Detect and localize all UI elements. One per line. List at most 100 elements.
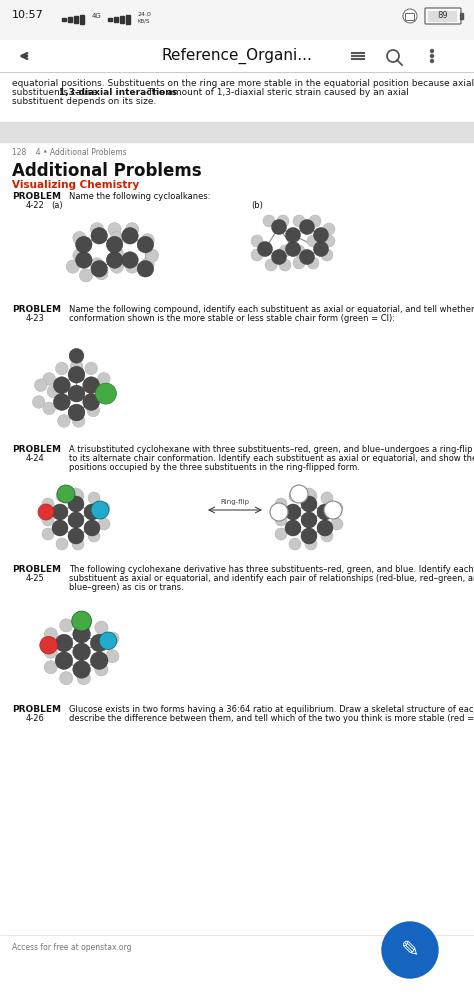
Circle shape	[285, 504, 301, 520]
Circle shape	[126, 260, 139, 273]
Text: describe the difference between them, and tell which of the two you think is mor: describe the difference between them, an…	[69, 714, 474, 723]
Circle shape	[55, 362, 68, 375]
Circle shape	[106, 650, 119, 663]
Text: ✎: ✎	[401, 940, 419, 960]
Circle shape	[331, 518, 343, 530]
Circle shape	[317, 504, 333, 520]
Circle shape	[430, 49, 434, 52]
Text: Additional Problems: Additional Problems	[12, 162, 201, 180]
Circle shape	[73, 625, 91, 643]
Circle shape	[265, 259, 277, 271]
Text: 128    4 • Additional Problems: 128 4 • Additional Problems	[12, 148, 127, 157]
Circle shape	[279, 245, 291, 257]
Circle shape	[300, 249, 315, 264]
Text: PROBLEM: PROBLEM	[12, 445, 61, 454]
Circle shape	[68, 512, 84, 528]
Circle shape	[60, 672, 73, 685]
Circle shape	[301, 512, 317, 528]
Circle shape	[99, 632, 117, 650]
Text: 24.0: 24.0	[138, 12, 152, 17]
Circle shape	[52, 504, 68, 520]
Circle shape	[70, 360, 83, 373]
Text: 89: 89	[438, 11, 448, 20]
Circle shape	[106, 252, 123, 268]
Circle shape	[272, 220, 286, 234]
Circle shape	[279, 259, 291, 271]
Circle shape	[321, 530, 333, 542]
Circle shape	[88, 530, 100, 542]
Circle shape	[430, 54, 434, 57]
Circle shape	[73, 231, 86, 245]
Text: 10:57: 10:57	[12, 10, 44, 20]
Circle shape	[300, 220, 315, 234]
Circle shape	[285, 241, 301, 256]
Circle shape	[32, 396, 45, 408]
Circle shape	[42, 498, 54, 510]
Circle shape	[43, 373, 55, 385]
Circle shape	[293, 215, 305, 227]
Circle shape	[44, 645, 57, 658]
Circle shape	[251, 235, 263, 247]
Text: The following cyclohexane derivative has three substituents–red, green, and blue: The following cyclohexane derivative has…	[69, 565, 474, 574]
Text: conformation shown is the more stable or less stable chair form (green = Cl):: conformation shown is the more stable or…	[69, 314, 395, 323]
Circle shape	[91, 258, 104, 271]
Circle shape	[403, 9, 417, 23]
Circle shape	[387, 50, 399, 62]
Circle shape	[141, 258, 154, 271]
Bar	[120, 16, 124, 23]
Circle shape	[42, 514, 54, 526]
Circle shape	[251, 249, 263, 261]
Circle shape	[324, 501, 342, 519]
Circle shape	[91, 501, 109, 519]
Circle shape	[137, 236, 154, 253]
Bar	[460, 13, 463, 19]
Text: 4-26: 4-26	[26, 714, 45, 723]
Bar	[74, 16, 78, 23]
Circle shape	[98, 389, 110, 402]
Circle shape	[77, 672, 91, 685]
Circle shape	[70, 488, 82, 500]
Circle shape	[68, 366, 85, 383]
Bar	[108, 18, 112, 21]
Circle shape	[277, 215, 289, 227]
Circle shape	[313, 228, 328, 242]
Circle shape	[106, 632, 119, 645]
Circle shape	[317, 520, 333, 536]
FancyBboxPatch shape	[425, 8, 461, 24]
Bar	[80, 15, 84, 24]
Bar	[0, 40, 474, 72]
Text: equatorial positions. Substituents on the ring are more stable in the equatorial: equatorial positions. Substituents on th…	[12, 79, 474, 88]
Circle shape	[68, 404, 85, 421]
Circle shape	[301, 528, 317, 544]
Circle shape	[68, 496, 84, 512]
Text: (a): (a)	[51, 201, 63, 210]
Text: Visualizing Chemistry: Visualizing Chemistry	[12, 180, 139, 190]
Circle shape	[323, 235, 335, 247]
Circle shape	[38, 504, 54, 520]
Text: substituents cause: substituents cause	[12, 88, 100, 97]
Circle shape	[323, 223, 335, 235]
Circle shape	[80, 269, 92, 282]
Circle shape	[54, 394, 70, 410]
Circle shape	[137, 261, 154, 277]
Circle shape	[83, 394, 100, 410]
Circle shape	[68, 385, 85, 402]
Circle shape	[110, 247, 123, 260]
Circle shape	[126, 223, 139, 236]
Circle shape	[91, 634, 108, 652]
Circle shape	[95, 663, 108, 676]
Circle shape	[58, 415, 70, 427]
Circle shape	[87, 404, 100, 417]
Text: substituent depends on its size.: substituent depends on its size.	[12, 97, 156, 106]
Circle shape	[303, 488, 315, 500]
Circle shape	[72, 490, 84, 502]
FancyBboxPatch shape	[405, 13, 414, 20]
Circle shape	[307, 235, 319, 247]
Circle shape	[122, 252, 138, 268]
Circle shape	[272, 249, 286, 264]
Circle shape	[290, 485, 308, 503]
Circle shape	[293, 257, 305, 269]
Text: Ring-flip: Ring-flip	[220, 499, 249, 505]
Circle shape	[289, 538, 301, 550]
Circle shape	[110, 231, 123, 245]
